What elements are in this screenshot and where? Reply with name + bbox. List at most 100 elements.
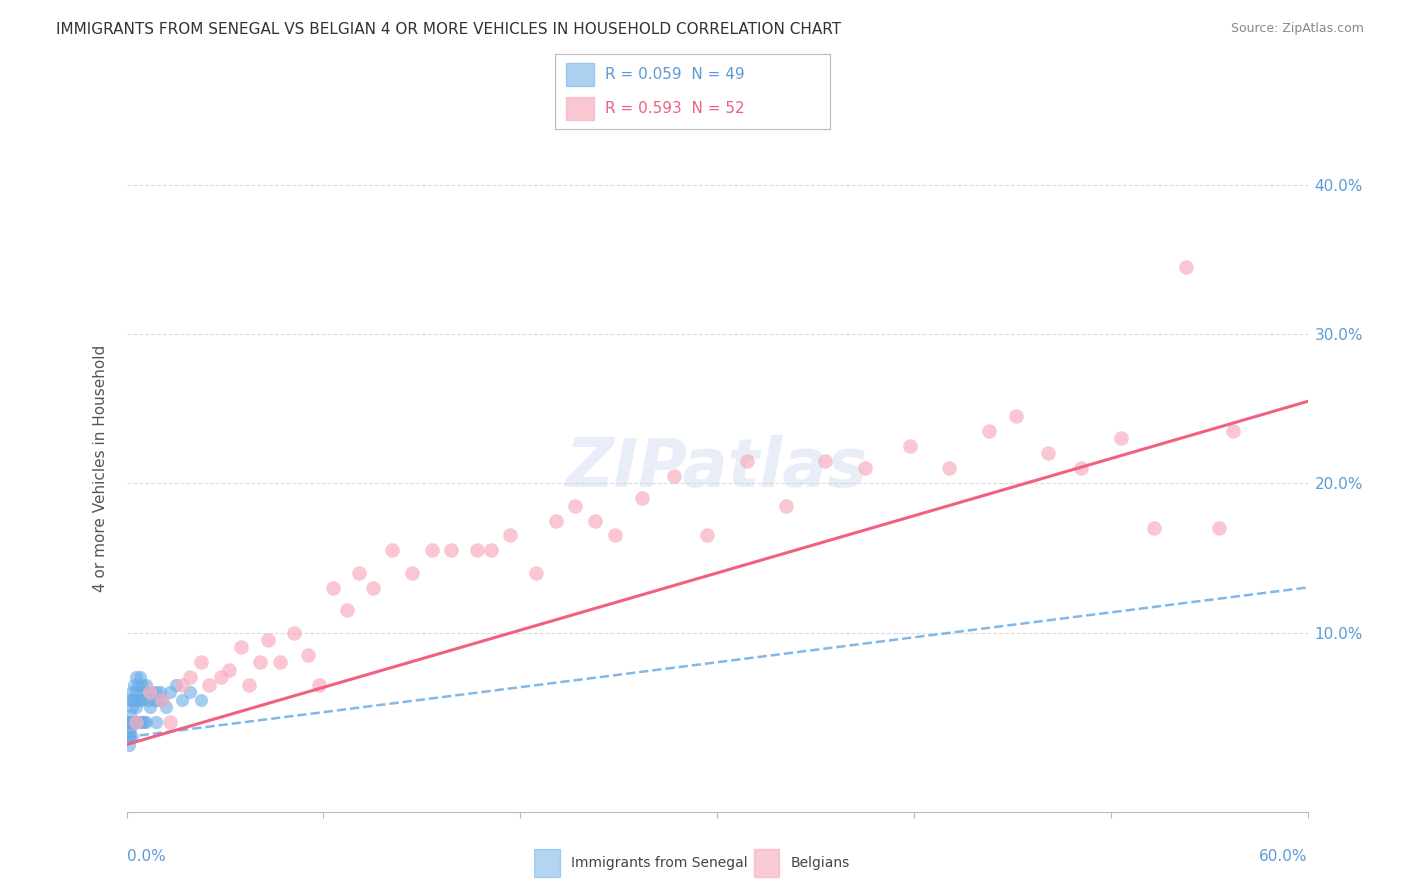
Point (735, 454, 758, 468)
Point (190, 692, 212, 706)
Point (139, 700, 162, 714)
Point (1109, 432, 1132, 446)
Point (120, 715, 142, 730)
Point (170, 678, 193, 692)
Point (135, 715, 157, 730)
Text: Source: ZipAtlas.com: Source: ZipAtlas.com (1230, 22, 1364, 36)
Point (1174, 260, 1197, 274)
Point (499, 528, 522, 542)
Point (135, 678, 157, 692)
Point (134, 715, 156, 730)
Point (347, 566, 370, 580)
Point (139, 685, 162, 699)
Point (218, 663, 240, 677)
Point (125, 715, 148, 730)
Point (121, 685, 143, 699)
Point (159, 715, 181, 730)
Point (131, 715, 153, 730)
Point (179, 670, 201, 684)
Point (209, 670, 232, 684)
Point (121, 715, 143, 730)
Point (121, 730, 143, 744)
Point (136, 692, 159, 706)
Point (229, 640, 252, 655)
Text: ZIPatlas: ZIPatlas (567, 435, 868, 501)
Point (662, 468, 685, 483)
Point (381, 543, 404, 558)
Bar (567, 63, 593, 87)
Point (150, 692, 173, 706)
Point (297, 648, 319, 662)
Point (129, 670, 152, 684)
Point (1143, 521, 1166, 535)
Point (146, 692, 169, 706)
Point (124, 715, 146, 730)
Point (198, 678, 221, 692)
Point (120, 723, 142, 737)
Point (631, 491, 654, 505)
Point (269, 656, 291, 670)
Point (1222, 424, 1244, 438)
Point (120, 707, 142, 722)
Point (544, 514, 567, 528)
Point (125, 685, 148, 699)
Point (134, 685, 156, 699)
Bar (534, 849, 560, 877)
Point (308, 678, 330, 692)
Point (249, 656, 271, 670)
Point (440, 543, 463, 558)
Point (583, 514, 606, 528)
Point (524, 566, 547, 580)
Point (401, 566, 423, 580)
Point (117, 715, 139, 730)
Point (150, 692, 173, 706)
Bar (754, 849, 779, 877)
Point (129, 692, 152, 706)
Point (120, 692, 142, 706)
Point (1070, 461, 1092, 475)
Point (117, 723, 139, 737)
Point (938, 461, 960, 475)
Point (131, 678, 153, 692)
Point (125, 700, 148, 714)
Point (125, 670, 148, 684)
Point (117, 738, 139, 752)
Point (117, 730, 139, 744)
Point (898, 439, 921, 453)
Point (125, 715, 148, 730)
Text: 60.0%: 60.0% (1260, 849, 1308, 864)
Point (775, 499, 797, 513)
Point (1005, 409, 1028, 423)
Point (853, 461, 876, 475)
Point (145, 685, 167, 699)
Point (1036, 446, 1059, 460)
Text: Immigrants from Senegal: Immigrants from Senegal (571, 856, 748, 870)
Point (603, 528, 626, 542)
Point (1208, 521, 1230, 535)
Y-axis label: 4 or more Vehicles in Household: 4 or more Vehicles in Household (93, 344, 108, 592)
Point (143, 692, 166, 706)
Point (141, 685, 163, 699)
Point (257, 633, 280, 648)
Point (190, 656, 212, 670)
Point (479, 543, 502, 558)
Point (127, 715, 149, 730)
Point (127, 678, 149, 692)
Point (179, 685, 201, 699)
Text: IMMIGRANTS FROM SENEGAL VS BELGIAN 4 OR MORE VEHICLES IN HOUSEHOLD CORRELATION C: IMMIGRANTS FROM SENEGAL VS BELGIAN 4 OR … (56, 22, 841, 37)
Point (127, 692, 149, 706)
Point (238, 678, 260, 692)
Point (564, 499, 586, 513)
Point (165, 678, 187, 692)
Point (121, 700, 143, 714)
Point (170, 692, 193, 706)
Point (336, 603, 359, 617)
Point (149, 685, 172, 699)
Text: 0.0%: 0.0% (127, 849, 166, 864)
Point (283, 625, 305, 640)
Point (420, 543, 443, 558)
Point (120, 730, 142, 744)
Point (977, 424, 1000, 438)
Text: R = 0.059  N = 49: R = 0.059 N = 49 (605, 67, 744, 82)
Point (814, 454, 837, 468)
